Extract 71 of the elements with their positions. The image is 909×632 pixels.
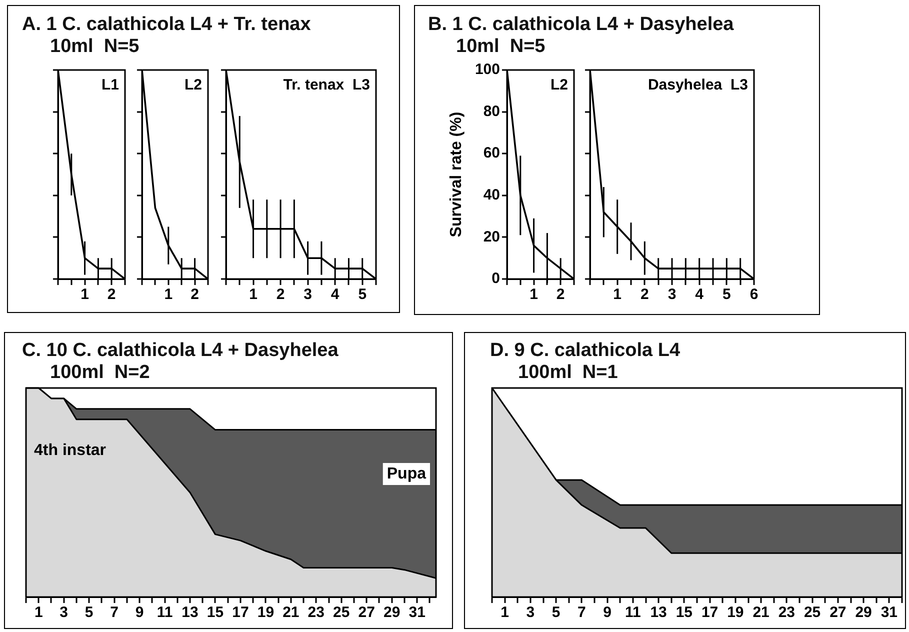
x-tick-label: 25 <box>333 604 350 622</box>
y-tick-label: 20 <box>483 228 500 246</box>
chart-subtitle: 100ml N=2 <box>50 362 150 384</box>
x-tick-label: 2 <box>556 286 565 304</box>
annotation: Tr. tenax L3 <box>283 76 370 94</box>
x-tick-label: 9 <box>603 604 612 622</box>
x-tick-label: 1 <box>164 286 173 304</box>
x-tick-label: 15 <box>676 604 693 622</box>
y-tick-label: 60 <box>483 144 500 162</box>
x-tick-label: 1 <box>500 604 509 622</box>
y-tick-label: 40 <box>483 186 500 204</box>
x-tick-label: 9 <box>135 604 144 622</box>
x-tick-label: 1 <box>249 286 258 304</box>
series-label: Pupa <box>386 465 426 482</box>
x-tick-label: 1 <box>613 286 622 304</box>
x-tick-label: 25 <box>804 604 821 622</box>
chart-title: B. 1 C. calathicola L4 + Dasyhelea <box>428 14 734 36</box>
x-tick-label: 17 <box>701 604 718 622</box>
x-tick-label: 2 <box>276 286 285 304</box>
x-tick-label: 5 <box>552 604 560 622</box>
annotation: L1 <box>101 76 119 94</box>
x-tick-label: 4 <box>330 286 340 304</box>
x-tick-label: 23 <box>778 604 796 622</box>
x-tick-label: 1 <box>530 286 538 304</box>
annotation: L2 <box>184 76 202 94</box>
chart-subtitle: 100ml N=1 <box>518 362 618 384</box>
x-tick-label: 11 <box>156 604 173 622</box>
x-tick-label: 11 <box>625 604 641 622</box>
x-tick-label: 23 <box>308 604 324 622</box>
annotation: L2 <box>550 76 568 94</box>
x-tick-label: 29 <box>855 604 872 622</box>
x-tick-label: 7 <box>110 604 118 622</box>
x-tick-label: 2 <box>107 286 116 304</box>
x-tick-label: 29 <box>384 604 400 622</box>
x-tick-label: 3 <box>526 604 535 622</box>
x-tick-label: 6 <box>750 286 758 304</box>
y-tick-label: 100 <box>474 61 500 78</box>
x-tick-label: 2 <box>640 286 649 304</box>
y-tick-label: 80 <box>483 102 500 120</box>
x-tick-label: 2 <box>190 286 199 304</box>
x-tick-label: 27 <box>830 604 846 622</box>
x-tick-label: 17 <box>232 604 249 622</box>
x-tick-label: 31 <box>408 604 426 622</box>
x-tick-label: 5 <box>722 286 731 304</box>
x-tick-label: 3 <box>60 604 68 622</box>
x-tick-label: 4 <box>695 286 704 304</box>
chart-title: D. 9 C. calathicola L4 <box>490 340 680 362</box>
x-tick-label: 31 <box>880 604 898 622</box>
x-tick-label: 13 <box>182 604 198 622</box>
x-tick-label: 13 <box>650 604 667 622</box>
text: A. 1 C. calathicola L4 + Tr. tenax <box>22 14 311 36</box>
x-tick-label: 27 <box>358 604 375 622</box>
chart-title: C. 10 C. calathicola L4 + Dasyhelea <box>22 340 338 362</box>
y-tick-label: 0 <box>492 270 500 288</box>
x-tick-label: 21 <box>752 604 770 622</box>
x-tick-label: 21 <box>282 604 300 622</box>
x-tick-label: 1 <box>34 604 43 622</box>
x-tick-label: 3 <box>668 286 676 304</box>
x-tick-label: 7 <box>578 604 586 622</box>
x-tick-label: 19 <box>727 604 744 622</box>
x-tick-label: 1 <box>80 286 89 304</box>
annotation: Dasyhelea L3 <box>648 76 748 94</box>
series-label: 4th instar <box>34 442 106 460</box>
chart-subtitle: 10ml N=5 <box>456 36 546 58</box>
chart-subtitle: 10ml N=5 <box>50 36 140 58</box>
y-axis-title: Survival rate (%) <box>448 112 466 238</box>
x-tick-label: 5 <box>84 604 94 622</box>
x-tick-label: 15 <box>206 604 224 622</box>
x-tick-label: 3 <box>304 286 312 304</box>
x-tick-label: 5 <box>358 286 367 304</box>
x-tick-label: 19 <box>257 604 274 622</box>
